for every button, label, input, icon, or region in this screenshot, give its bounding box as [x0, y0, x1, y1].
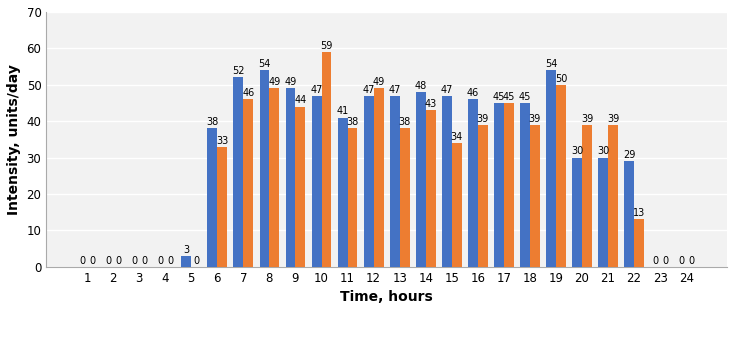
Text: 0: 0 [652, 256, 658, 266]
Bar [400, 129, 410, 267]
Text: 3: 3 [184, 245, 189, 255]
Bar [634, 220, 644, 267]
Text: 38: 38 [399, 117, 411, 127]
Text: 0: 0 [688, 256, 694, 266]
Bar [504, 103, 514, 267]
Bar [468, 99, 478, 267]
Text: 47: 47 [363, 84, 375, 95]
X-axis label: Time, hours: Time, hours [341, 290, 433, 304]
Bar [416, 92, 426, 267]
Bar [451, 143, 462, 267]
Text: 38: 38 [346, 117, 359, 127]
Bar [244, 99, 253, 267]
Text: 39: 39 [528, 114, 541, 124]
Text: 49: 49 [372, 77, 385, 87]
Bar [494, 103, 504, 267]
Text: 0: 0 [157, 256, 164, 266]
Bar [312, 96, 321, 267]
Bar [582, 125, 592, 267]
Text: 45: 45 [519, 92, 531, 102]
Bar [364, 96, 374, 267]
Text: 59: 59 [320, 41, 333, 51]
Bar [478, 125, 487, 267]
Text: 30: 30 [597, 146, 609, 156]
Bar [426, 110, 435, 267]
Bar [520, 103, 530, 267]
Bar [556, 85, 566, 267]
Text: 33: 33 [216, 135, 228, 146]
Bar [390, 96, 400, 267]
Bar [598, 158, 608, 267]
Bar [286, 88, 296, 267]
Y-axis label: Intensity, units/day: Intensity, units/day [7, 64, 21, 215]
Text: 0: 0 [678, 256, 684, 266]
Text: 46: 46 [242, 88, 255, 98]
Text: 47: 47 [440, 84, 453, 95]
Bar [442, 96, 451, 267]
Bar [181, 256, 192, 267]
Text: 39: 39 [607, 114, 619, 124]
Bar [296, 107, 305, 267]
Text: 48: 48 [415, 81, 427, 91]
Bar [233, 78, 244, 267]
Text: 0: 0 [662, 256, 668, 266]
Text: 43: 43 [424, 99, 437, 109]
Bar [546, 70, 556, 267]
Text: 13: 13 [633, 208, 645, 218]
Text: 54: 54 [258, 59, 271, 69]
Bar [208, 129, 217, 267]
Text: 47: 47 [310, 84, 323, 95]
Text: 52: 52 [232, 66, 244, 76]
Bar [572, 158, 582, 267]
Text: 0: 0 [193, 256, 200, 266]
Text: 54: 54 [545, 59, 557, 69]
Text: 0: 0 [105, 256, 112, 266]
Text: 0: 0 [115, 256, 121, 266]
Bar [608, 125, 618, 267]
Text: 0: 0 [141, 256, 148, 266]
Bar [374, 88, 384, 267]
Text: 49: 49 [268, 77, 280, 87]
Text: 50: 50 [555, 74, 567, 84]
Text: 39: 39 [581, 114, 593, 124]
Text: 49: 49 [284, 77, 297, 87]
Text: 46: 46 [467, 88, 479, 98]
Text: 45: 45 [503, 92, 515, 102]
Bar [338, 118, 348, 267]
Text: 39: 39 [476, 114, 489, 124]
Bar [624, 161, 634, 267]
Bar [321, 52, 332, 267]
Text: 0: 0 [131, 256, 137, 266]
Text: 47: 47 [388, 84, 401, 95]
Text: 44: 44 [294, 95, 307, 105]
Bar [269, 88, 280, 267]
Text: 0: 0 [167, 256, 173, 266]
Bar [217, 147, 228, 267]
Bar [348, 129, 357, 267]
Text: 45: 45 [493, 92, 505, 102]
Text: 34: 34 [451, 132, 463, 142]
Text: 0: 0 [79, 256, 85, 266]
Text: 29: 29 [623, 150, 636, 160]
Text: 30: 30 [571, 146, 584, 156]
Bar [530, 125, 539, 267]
Text: 38: 38 [206, 117, 219, 127]
Text: 41: 41 [336, 106, 349, 116]
Bar [260, 70, 269, 267]
Text: 0: 0 [89, 256, 95, 266]
